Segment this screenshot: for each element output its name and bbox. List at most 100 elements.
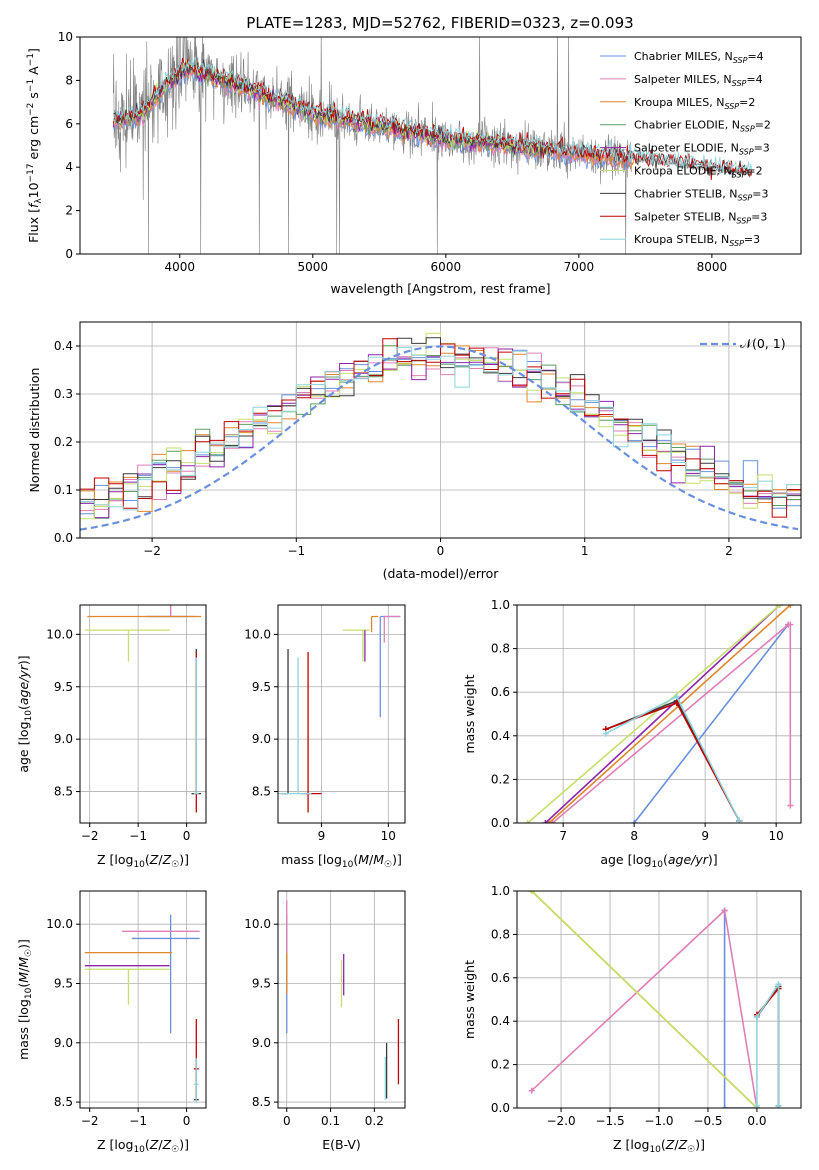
errorbar-point-kroupa_stelib (278, 657, 312, 795)
y-tick-label: 0.1 (54, 483, 73, 497)
y-tick-label: 10.0 (46, 917, 73, 931)
errorbar-point-chabrier_miles (379, 615, 401, 718)
residual-histogram-salpeter_stelib (80, 338, 801, 518)
weight-marker-salpeter_miles (787, 621, 794, 628)
weight-marker-kroupa_stelib (753, 1013, 760, 1020)
x-tick-label: 0 (437, 544, 445, 558)
y-tick-label: 10 (58, 30, 73, 44)
x-tick-label: 0.1 (321, 1114, 340, 1128)
y-tick-label: 8 (65, 73, 73, 87)
panel-weight_vs_age: 7 8 9 10 0.0 0.2 0.4 0.6 0.8 1.0 age [log10(age/yr… (462, 598, 802, 870)
x-axis-label: wavelength [Angstrom, rest frame] (330, 281, 550, 296)
weight-marker-kroupa_elodie (776, 605, 783, 608)
x-tick-label: −2.0 (546, 1114, 575, 1128)
normal-curve (80, 345, 799, 531)
y-tick-label: 8.5 (252, 1095, 271, 1109)
x-axis-label: Z [log10(Z/Z☉)] (97, 852, 189, 870)
x-tick-label: 4000 (164, 260, 195, 274)
y-axis-label: mass [log10(M/M☉)] (16, 939, 34, 1060)
errorbar-point-chabrier_miles (146, 605, 195, 618)
residual-histogram-salpeter_miles (80, 347, 801, 512)
weight-marker-salpeter_stelib (673, 700, 680, 707)
x-tick-label: 10 (381, 829, 396, 843)
y-tick-label: 0.4 (54, 339, 73, 353)
y-tick-label: 9.5 (252, 680, 271, 694)
legend-entry: Salpeter MILES, NSSP=4 (634, 73, 763, 88)
y-tick-label: 0.0 (491, 816, 510, 830)
x-axis-label: mass [log10(M/M☉)] (281, 852, 402, 870)
x-axis-label: age [log10(age/yr)] (600, 852, 717, 870)
errorbar-point-kroupa_elodie (84, 629, 170, 662)
y-tick-label: 10.0 (244, 627, 271, 641)
plot-area (286, 900, 400, 1100)
weight-marker-salpeter_elodie (542, 820, 549, 823)
x-tick-label: −1.5 (595, 1114, 624, 1128)
legend-entry: Salpeter ELODIE, NSSP=3 (634, 142, 770, 157)
x-tick-label: −2 (81, 1114, 99, 1128)
spectrum-title: PLATE=1283, MJD=52762, FIBERID=0323, z=0… (246, 14, 633, 32)
x-tick-label: −2 (143, 544, 161, 558)
x-axis-label: Z [log10(Z/Z☉)] (97, 1137, 189, 1155)
weight-marker-kroupa_stelib (775, 981, 782, 988)
errorbar-point-kroupa_elodie (84, 968, 170, 1005)
x-tick-label: 0 (183, 1114, 191, 1128)
axes-frame (79, 890, 207, 1109)
x-tick-label: 7 (559, 829, 567, 843)
weight-marker-salpeter_miles (528, 1087, 535, 1094)
weight-line-salpeter_miles (551, 623, 792, 823)
y-tick-label: 0.0 (491, 1101, 510, 1115)
plot-area (528, 891, 782, 1108)
x-tick-label: 8 (630, 829, 638, 843)
legend-entry: Chabrier STELIB, NSSP=3 (634, 187, 768, 202)
model-spectrum-salpeter_miles (112, 64, 632, 172)
weight-marker-chabrier_miles (631, 820, 638, 823)
legend-entry: Chabrier ELODIE, NSSP=2 (634, 119, 771, 134)
x-tick-label: −1 (129, 829, 147, 843)
model-spectrum-kroupa_stelib (112, 56, 753, 174)
weight-line-salpeter_elodie (544, 605, 781, 823)
panel-spectrum: 4000 5000 6000 7000 8000 0 2 4 6 8 10 wavelength [A… (26, 30, 802, 296)
x-axis-label: E(B-V) (322, 1137, 361, 1152)
x-tick-label: −1 (129, 1114, 147, 1128)
axes-frame (79, 604, 207, 824)
y-tick-label: 8.5 (54, 785, 73, 799)
weight-marker-kroupa_elodie (524, 820, 531, 823)
residual-histogram-kroupa_stelib (80, 347, 801, 511)
legend-normal-label: 𝒩(0, 1) (740, 336, 786, 351)
x-tick-label: 0 (183, 829, 191, 843)
y-tick-label: 9.0 (54, 1036, 73, 1050)
y-axis-label: mass weight (462, 960, 477, 1039)
x-tick-label: 1 (581, 544, 589, 558)
plot-area (80, 332, 801, 531)
x-tick-label: 0 (283, 1114, 291, 1128)
panel-weight_vs_z: −2.0 −1.5 −1.0 −0.5 0.0 0.0 0.2 0.4 0.6 0.8 1.0 Z [… (462, 884, 802, 1155)
y-tick-label: 0.2 (54, 435, 73, 449)
weight-line-chabrier_stelib (756, 983, 780, 1106)
weight-marker-kroupa_stelib (673, 693, 680, 700)
axes-frame (79, 36, 802, 255)
x-tick-label: 10 (769, 829, 784, 843)
y-tick-label: 2 (65, 204, 73, 218)
x-tick-label: 0.0 (747, 1114, 766, 1128)
x-axis-label: Z [log10(Z/Z☉)] (613, 1137, 705, 1155)
weight-line-chabrier_miles (723, 910, 757, 1108)
weight-line-kroupa_elodie (527, 605, 781, 823)
y-tick-label: 8.5 (252, 785, 271, 799)
y-axis-label: Flux [fλ10−17 erg cm−2 s−1 A−1] (26, 48, 44, 243)
y-tick-label: 0.4 (491, 1014, 510, 1028)
y-tick-label: 6 (65, 117, 73, 131)
errorbar-point-kroupa_elodie (342, 629, 370, 662)
errorbar-point-kroupa_miles (370, 615, 379, 633)
panel-age_vs_z: −2 −1 0 8.5 9.0 9.5 10.0 Z [log10(Z/Z☉)] age [lo… (16, 604, 207, 870)
x-tick-label: 9 (318, 829, 326, 843)
weight-marker-kroupa_stelib (602, 730, 609, 737)
x-tick-label: −1.0 (644, 1114, 673, 1128)
y-tick-label: 0.8 (491, 642, 510, 656)
x-tick-label: 7000 (564, 260, 595, 274)
y-tick-label: 0.4 (491, 729, 510, 743)
y-tick-label: 0.6 (491, 971, 510, 985)
y-tick-label: 1.0 (491, 884, 510, 898)
errorbar-point-salpeter_miles (146, 605, 186, 618)
weight-marker-salpeter_miles (549, 820, 556, 823)
errorbar-point-chabrier_stelib (281, 649, 289, 795)
